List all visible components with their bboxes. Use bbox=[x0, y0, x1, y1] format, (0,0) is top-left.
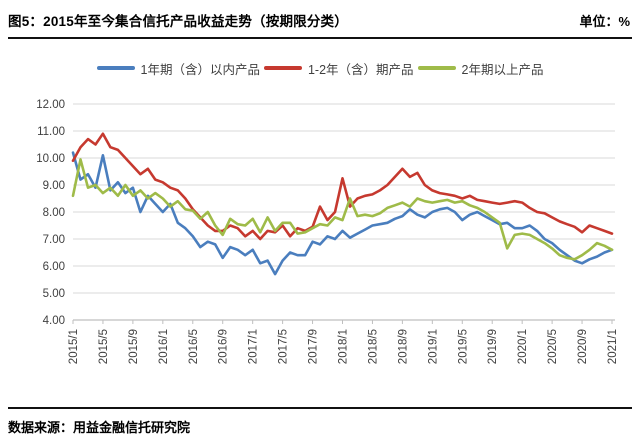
x-tick-label: 2016/1 bbox=[158, 329, 170, 364]
x-tick-label: 2020/1 bbox=[517, 329, 529, 364]
y-tick-label: 12.00 bbox=[36, 99, 65, 111]
x-tick-label: 2015/5 bbox=[98, 329, 110, 364]
series-line-1 bbox=[71, 132, 614, 241]
x-tick-label: 2018/9 bbox=[397, 329, 409, 364]
y-tick-label: 8.00 bbox=[43, 207, 65, 219]
unit-label: 单位：% bbox=[579, 14, 630, 29]
y-tick-label: 4.00 bbox=[43, 315, 65, 327]
x-tick-label: 2018/5 bbox=[367, 329, 379, 364]
x-tick-label: 2018/1 bbox=[338, 329, 350, 364]
legend-label: 1-2年（含）期产品 bbox=[307, 62, 414, 77]
x-tick-label: 2019/5 bbox=[457, 329, 469, 364]
y-tick-label: 5.00 bbox=[43, 288, 65, 300]
series-line-0 bbox=[71, 151, 614, 276]
yield-trend-line-chart: 4.00 5.00 6.00 7.00 8.00 9.00 10.00 11.00 12.00 2… bbox=[36, 99, 619, 364]
figure-header: 图5：2015年至今集合信托产品收益走势（按期限分类） 单位：% bbox=[8, 0, 632, 39]
x-tick-label: 2015/1 bbox=[68, 329, 80, 364]
legend-item-2yr-plus: 2年期以上产品 bbox=[417, 59, 544, 78]
x-tick-label: 2020/5 bbox=[547, 329, 559, 364]
x-tick-label: 2017/5 bbox=[278, 329, 290, 364]
chart-title: 图5：2015年至今集合信托产品收益走势（按期限分类） bbox=[8, 14, 348, 29]
y-tick-label: 7.00 bbox=[43, 234, 65, 246]
y-tick-label: 10.00 bbox=[36, 153, 65, 165]
x-tick-label: 2021/1 bbox=[607, 329, 619, 364]
x-tick-label: 2019/1 bbox=[427, 329, 439, 364]
legend-label: 2年期以上产品 bbox=[461, 62, 544, 77]
x-tick-label: 2016/9 bbox=[218, 329, 230, 364]
y-tick-label: 11.00 bbox=[37, 126, 65, 138]
x-tick-label: 2016/5 bbox=[188, 329, 200, 364]
y-tick-label: 9.00 bbox=[43, 180, 65, 192]
x-tick-label: 2017/9 bbox=[308, 329, 320, 364]
legend-item-1-2yr: 1-2年（含）期产品 bbox=[263, 59, 414, 78]
chart-legend: 1年期（含）以内产品 1-2年（含）期产品 2年期以上产品 bbox=[0, 59, 640, 77]
legend-line-swatch-red bbox=[263, 66, 302, 70]
series-line-2 bbox=[71, 158, 614, 261]
legend-label: 1年期（含）以内产品 bbox=[140, 62, 260, 77]
legend-line-swatch-green bbox=[417, 66, 456, 70]
source-note: 数据来源：用益金融信托研究院 bbox=[8, 407, 632, 436]
legend-item-1yr: 1年期（含）以内产品 bbox=[96, 59, 260, 78]
x-tick-label: 2019/9 bbox=[487, 329, 499, 364]
x-tick-label: 2015/9 bbox=[128, 329, 140, 364]
y-tick-label: 6.00 bbox=[43, 261, 65, 273]
x-tick-label: 2020/9 bbox=[577, 329, 589, 364]
legend-line-swatch-blue bbox=[96, 66, 135, 70]
x-tick-label: 2017/1 bbox=[248, 329, 260, 364]
